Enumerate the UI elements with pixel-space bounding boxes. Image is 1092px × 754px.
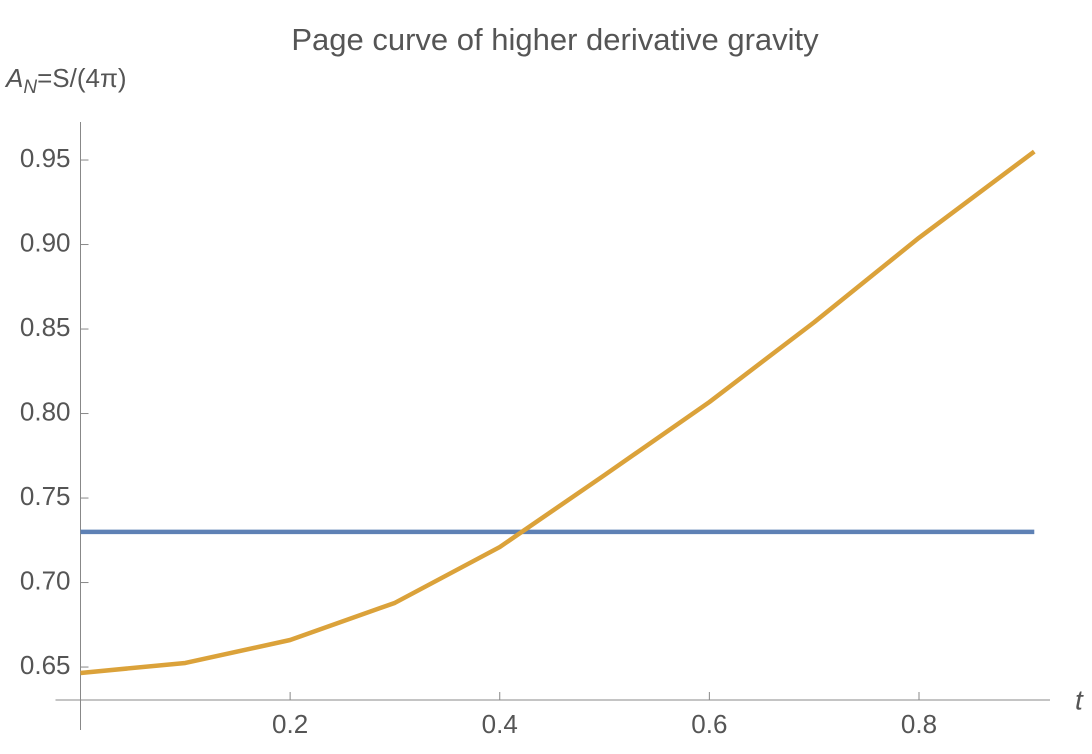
y-tick-label: 0.75 [20,481,71,511]
y-tick-label: 0.95 [20,143,71,173]
x-tick-label: 0.8 [901,709,937,739]
y-tick-label: 0.65 [20,650,71,680]
chart-title: Page curve of higher derivative gravity [291,22,819,57]
y-tick-label: 0.70 [20,565,71,595]
x-tick-label: 0.2 [272,709,308,739]
y-tick-label: 0.85 [20,312,71,342]
x-axis-label: t [1075,684,1084,715]
x-tick-label: 0.4 [482,709,518,739]
y-label-part: A [4,63,23,93]
x-tick-label: 0.6 [691,709,727,739]
series-line [80,149,1036,676]
y-label-sub: N [23,77,37,98]
y-axis-label: AN=S/(4π) [4,63,127,98]
y-tick-label: 0.90 [20,227,71,257]
y-tick-label: 0.80 [20,396,71,426]
y-label-part: =S/(4π) [37,63,126,93]
